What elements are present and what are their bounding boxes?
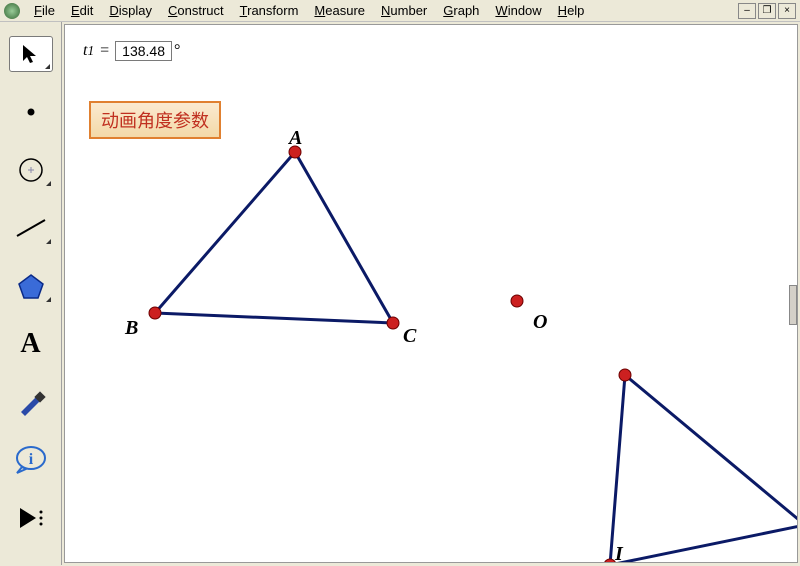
- text-tool[interactable]: A: [9, 326, 53, 362]
- polygon-tool[interactable]: [9, 268, 53, 304]
- scrollbar-thumb[interactable]: [789, 285, 797, 325]
- info-icon: i: [14, 445, 48, 475]
- menu-window[interactable]: Window: [487, 1, 549, 20]
- sketch-canvas[interactable]: t1 = 138.48 ° 动画角度参数 ABCOI: [64, 24, 798, 563]
- tool-flyout-icon: [46, 239, 51, 244]
- menu-items-container: FileEditDisplayConstructTransformMeasure…: [26, 1, 592, 20]
- point-label-I[interactable]: I: [615, 543, 623, 566]
- menu-transform[interactable]: Transform: [232, 1, 307, 20]
- menu-file[interactable]: File: [26, 1, 63, 20]
- close-button[interactable]: ×: [778, 3, 796, 19]
- tool-flyout-icon: [46, 181, 51, 186]
- menu-number[interactable]: Number: [373, 1, 435, 20]
- geometry-layer: [65, 25, 797, 562]
- custom-tool[interactable]: [9, 500, 53, 536]
- compass-tool[interactable]: [9, 152, 53, 188]
- tool-flyout-icon: [46, 297, 51, 302]
- menu-measure[interactable]: Measure: [306, 1, 373, 20]
- toolbar: A i: [0, 22, 62, 565]
- point-tool[interactable]: [9, 94, 53, 130]
- information-tool[interactable]: i: [9, 442, 53, 478]
- main-area: A i t1 =: [0, 22, 800, 565]
- menu-display[interactable]: Display: [101, 1, 160, 20]
- polygon-icon: [16, 271, 46, 301]
- arrow-icon: [19, 42, 43, 66]
- svg-text:i: i: [28, 451, 33, 468]
- minimize-button[interactable]: –: [738, 3, 756, 19]
- play-icon: [16, 505, 46, 531]
- line-icon: [14, 216, 48, 240]
- maximize-button[interactable]: ❐: [758, 3, 776, 19]
- menu-edit[interactable]: Edit: [63, 1, 101, 20]
- arrow-tool[interactable]: [9, 36, 53, 72]
- menu-help[interactable]: Help: [550, 1, 593, 20]
- text-tool-icon: A: [20, 328, 40, 360]
- point-icon: [19, 100, 43, 124]
- point-label-C[interactable]: C: [403, 325, 416, 348]
- menubar: FileEditDisplayConstructTransformMeasure…: [0, 0, 800, 22]
- circle-icon: [16, 155, 46, 185]
- marker-tool[interactable]: [9, 384, 53, 420]
- marker-icon: [16, 387, 46, 417]
- menu-construct[interactable]: Construct: [160, 1, 232, 20]
- point-label-B[interactable]: B: [125, 317, 138, 340]
- tool-flyout-icon: [45, 64, 50, 69]
- menu-graph[interactable]: Graph: [435, 1, 487, 20]
- app-icon: [4, 3, 20, 19]
- point-label-A[interactable]: A: [289, 127, 302, 150]
- straightedge-tool[interactable]: [9, 210, 53, 246]
- window-buttons: – ❐ ×: [738, 3, 796, 19]
- point-label-O[interactable]: O: [533, 311, 547, 334]
